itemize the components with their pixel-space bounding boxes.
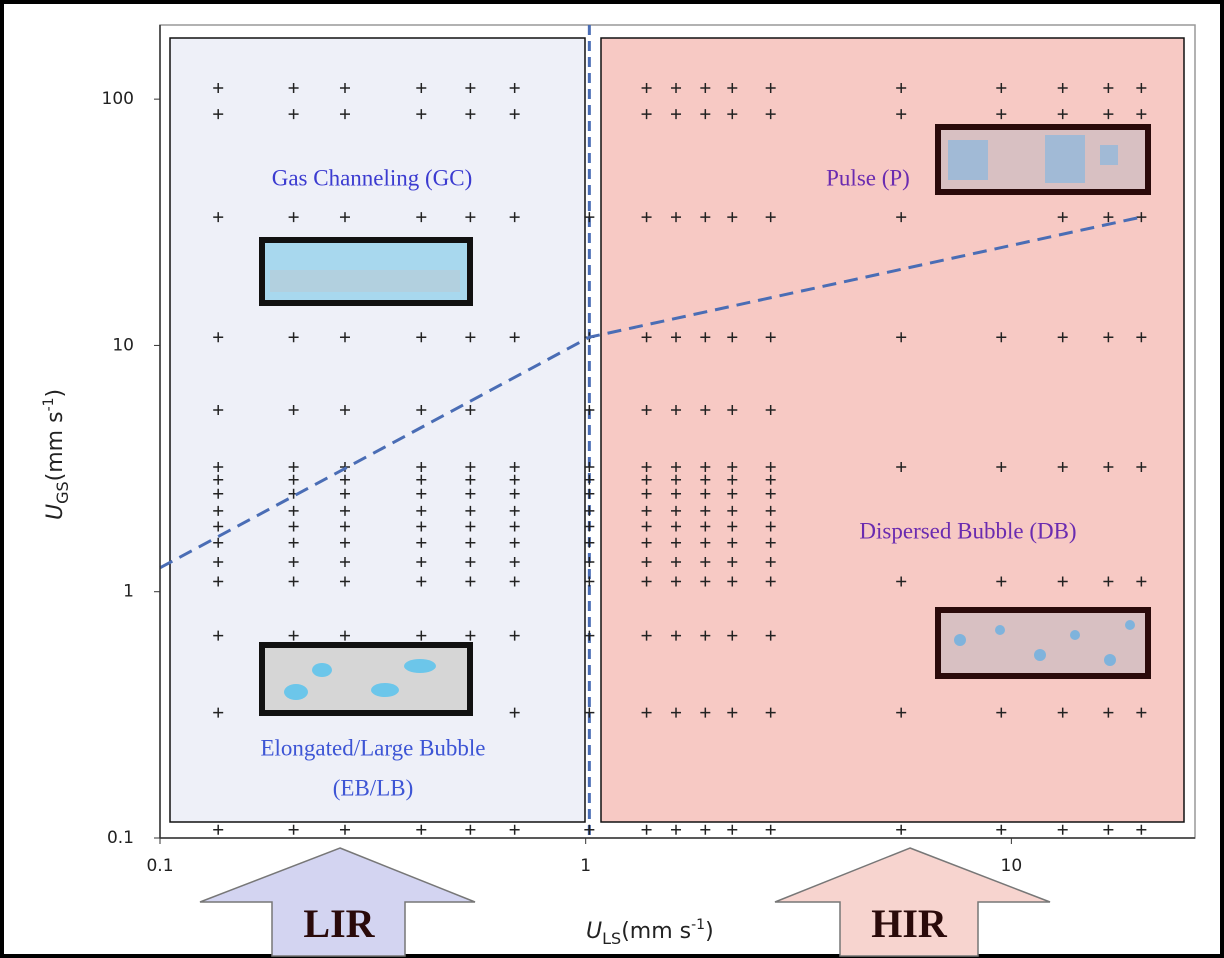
annotation: Elongated/Large Bubble: [260, 735, 485, 760]
region-label: HIR: [871, 901, 948, 946]
y-tick-label: 100: [102, 89, 134, 109]
y-tick-label: 10: [112, 335, 134, 355]
annotation: Pulse (P): [826, 165, 910, 190]
annotation: (EB/LB): [333, 775, 414, 800]
annotation: Dispersed Bubble (DB): [859, 518, 1076, 543]
region-label: LIR: [303, 901, 375, 946]
annotation: Gas Channeling (GC): [272, 165, 473, 190]
x-tick-label: 0.1: [146, 856, 173, 876]
x-tick-label: 1: [580, 856, 591, 876]
inset-gc: [262, 240, 470, 303]
inset-db: [938, 610, 1148, 676]
y-tick-label: 0.1: [107, 828, 134, 848]
inset-pulse: [938, 127, 1148, 192]
y-tick-label: 1: [123, 582, 134, 602]
chart: Gas Channeling (GC) Pulse (P) Dispersed …: [0, 0, 1224, 958]
x-tick-label: 10: [1001, 856, 1023, 876]
inset-eb: [262, 645, 470, 713]
